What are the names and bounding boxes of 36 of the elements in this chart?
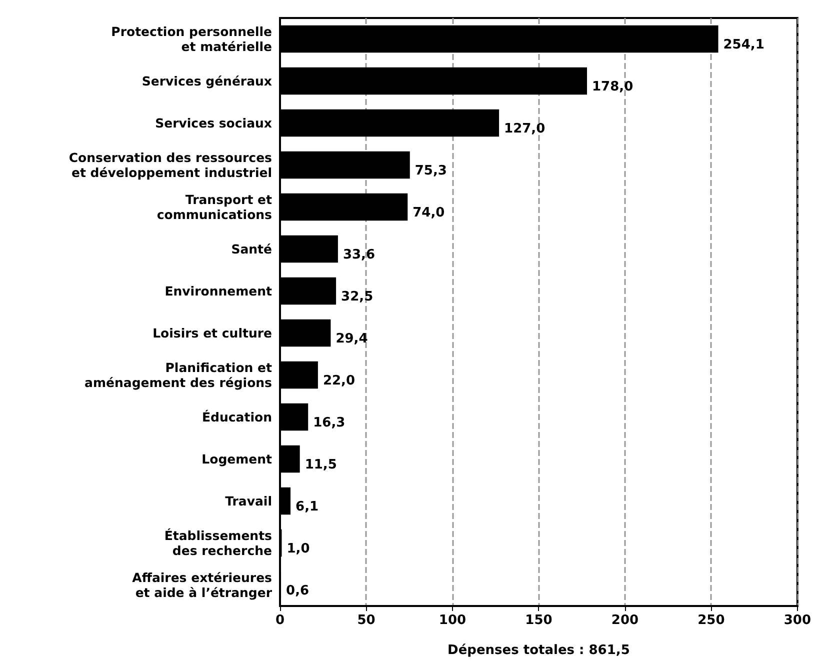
x-tick-label: 250 — [698, 613, 725, 628]
data-label: 127,0 — [504, 122, 546, 136]
x-tick-label: 100 — [438, 613, 466, 628]
data-label: 74,0 — [412, 206, 445, 220]
x-tick-label: 150 — [525, 613, 552, 628]
y-tick-label: Santé — [231, 242, 272, 256]
y-tick-label: Éducation — [202, 410, 272, 424]
data-label: 75,3 — [414, 164, 447, 178]
y-tick-label: Logement — [202, 452, 272, 466]
y-tick-label: Loisirs et culture — [152, 326, 272, 340]
data-label: 32,5 — [341, 290, 374, 304]
y-tick-label: Établissements des recherche — [164, 528, 272, 558]
x-tick-label: 300 — [784, 613, 811, 628]
x-tick-label: 50 — [357, 613, 376, 628]
data-label: 16,3 — [313, 416, 346, 430]
y-tick-label: Planification et aménagement des régions — [84, 360, 272, 390]
y-tick-label: Protection personnelle et matérielle — [111, 24, 272, 54]
y-tick-label: Affaires extérieures et aide à l’étranger — [132, 570, 273, 600]
y-tick-label: Travail — [225, 494, 272, 508]
data-label: 29,4 — [336, 332, 368, 346]
data-label: 6,1 — [296, 500, 319, 514]
x-tick-label: 0 — [275, 613, 285, 628]
y-tick-label: Conservation des ressources et développement industriel — [68, 150, 272, 180]
data-label: 33,6 — [342, 248, 376, 262]
x-axis-title: Dépenses totales : 861,5 — [448, 643, 630, 658]
y-tick-label: Services généraux — [142, 74, 272, 88]
data-label: 22,0 — [322, 374, 356, 388]
data-label: 1,0 — [286, 542, 310, 556]
data-label: 0,6 — [286, 584, 310, 598]
data-label: 254,1 — [723, 38, 764, 52]
data-label: 11,5 — [304, 458, 337, 472]
x-tick-label: 200 — [611, 613, 639, 628]
data-label: 178,0 — [592, 80, 634, 94]
y-tick-label: Transport et communications — [156, 192, 272, 222]
y-tick-label: Environnement — [164, 284, 272, 298]
y-tick-label: Services sociaux — [155, 116, 272, 130]
